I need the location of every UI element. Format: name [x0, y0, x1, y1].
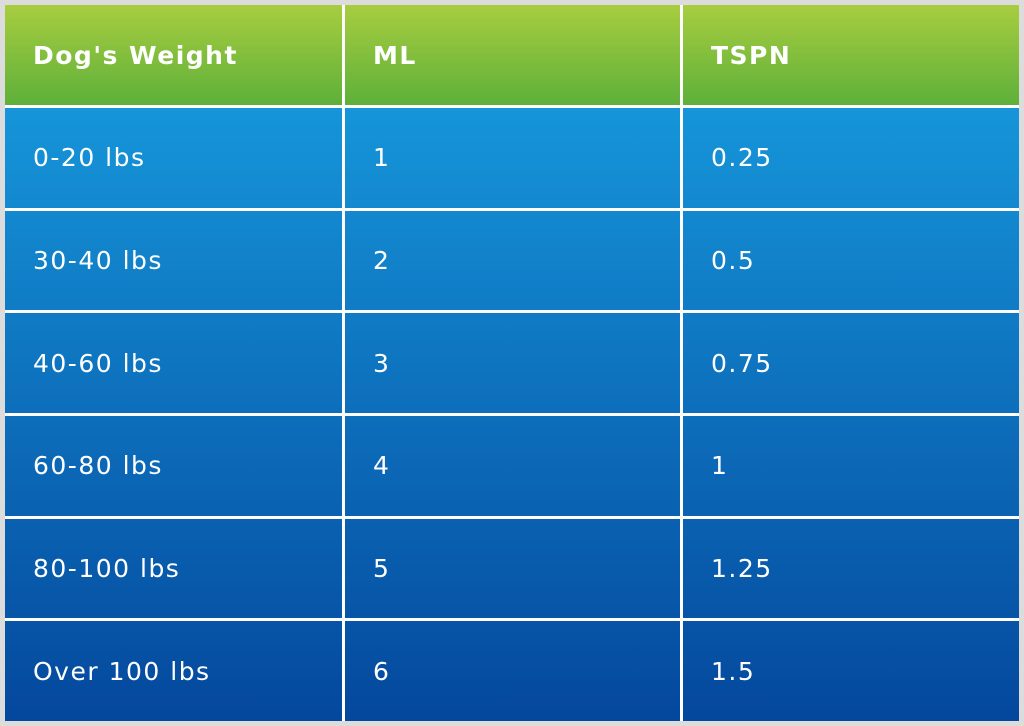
header-cell: Dog's Weight: [5, 5, 342, 105]
dosage-table: Dog's Weight ML TSPN 0-20 lbs 1 0.25 30-40 lbs…: [5, 5, 1019, 721]
table-cell: 6: [345, 621, 680, 721]
table-cell: 1.25: [683, 518, 1019, 619]
header-cell: ML: [345, 5, 680, 105]
table-cell: 3: [345, 313, 680, 413]
table-cell: Over 100 lbs: [5, 621, 342, 721]
table-cell: 5: [345, 518, 680, 619]
header-cell: TSPN: [683, 5, 1019, 105]
table-cell: 80-100 lbs: [5, 518, 342, 619]
table-cell: 0.25: [683, 108, 1019, 208]
table-cell: 60-80 lbs: [5, 415, 342, 516]
table-cell: 2: [345, 210, 680, 311]
table-cell: 1.5: [683, 621, 1019, 721]
table-cell: 0.75: [683, 313, 1019, 413]
table-cell: 0.5: [683, 210, 1019, 311]
table-cell: 1: [683, 415, 1019, 516]
table-cell: 4: [345, 415, 680, 516]
table-cell: 0-20 lbs: [5, 108, 342, 208]
table-cell: 30-40 lbs: [5, 210, 342, 311]
table-cell: 1: [345, 108, 680, 208]
table-cell: 40-60 lbs: [5, 313, 342, 413]
